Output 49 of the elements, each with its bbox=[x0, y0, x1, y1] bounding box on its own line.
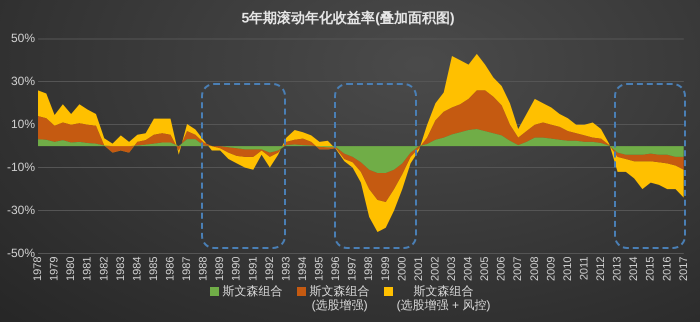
x-tick-label: 1995 bbox=[314, 256, 326, 282]
y-tick-label: 50% bbox=[10, 31, 36, 46]
x-tick-label: 2011 bbox=[578, 256, 590, 280]
x-tick-label: 2003 bbox=[446, 256, 458, 282]
x-tick-label: 1993 bbox=[280, 256, 292, 282]
x-tick-label: 1979 bbox=[48, 256, 61, 282]
chart-title: 5年期滚动年化收益率(叠加面积图) bbox=[241, 9, 455, 26]
x-tick-label: 1978 bbox=[32, 256, 44, 282]
x-tick-label: 2004 bbox=[462, 256, 475, 282]
x-tick-label: 1985 bbox=[148, 256, 160, 282]
x-tick-label: 2012 bbox=[595, 256, 608, 282]
y-tick-label: -10% bbox=[7, 160, 36, 174]
x-tick-label: 1997 bbox=[346, 256, 359, 282]
x-tick-label: 1986 bbox=[164, 256, 177, 282]
x-tick-label: 1990 bbox=[230, 256, 243, 282]
x-tick-label: 1987 bbox=[181, 256, 194, 282]
x-tick-label: 1994 bbox=[296, 256, 309, 282]
legend-label: 斯文森组合 (选股增强 + 风控) bbox=[396, 284, 490, 312]
y-tick-label: 10% bbox=[10, 117, 36, 132]
x-tick-label: 2000 bbox=[396, 256, 408, 282]
x-tick-label: 1983 bbox=[114, 256, 127, 282]
x-tick-label: 1996 bbox=[330, 256, 342, 282]
x-tick-label: 1991 bbox=[247, 256, 260, 282]
x-tick-label: 2016 bbox=[661, 256, 674, 282]
y-tick-label: -30% bbox=[7, 202, 36, 217]
x-tick-label: 2005 bbox=[479, 256, 492, 282]
x-tick-label: 2014 bbox=[628, 256, 640, 282]
y-tick-label: 30% bbox=[10, 74, 36, 88]
x-tick-label: 2010 bbox=[562, 256, 574, 282]
x-tick-label: 2013 bbox=[612, 256, 624, 282]
x-tick-label: 1981 bbox=[82, 256, 94, 282]
x-tick-label: 2017 bbox=[678, 256, 690, 282]
x-tick-label: 2008 bbox=[528, 256, 541, 282]
x-tick-label: 1982 bbox=[98, 256, 110, 282]
x-tick-label: 2006 bbox=[496, 256, 508, 282]
x-tick-label: 1999 bbox=[380, 256, 392, 282]
x-tick-label: 2001 bbox=[412, 256, 425, 282]
x-tick-label: 1992 bbox=[264, 256, 276, 282]
legend-label: 斯文森组合 bbox=[222, 284, 283, 298]
legend-label: 斯文森组合 (选股增强) bbox=[310, 284, 370, 312]
x-tick-label: 2009 bbox=[545, 256, 558, 282]
x-tick-label: 2002 bbox=[429, 256, 442, 282]
x-tick-label: 1984 bbox=[131, 256, 144, 282]
x-tick-label: 1980 bbox=[65, 256, 78, 282]
x-tick-label: 2015 bbox=[644, 256, 657, 282]
x-tick-label: 1998 bbox=[363, 256, 376, 282]
x-tick-label: 1988 bbox=[198, 256, 210, 282]
x-tick-label: 2007 bbox=[512, 256, 524, 282]
x-tick-label: 1989 bbox=[214, 256, 226, 282]
